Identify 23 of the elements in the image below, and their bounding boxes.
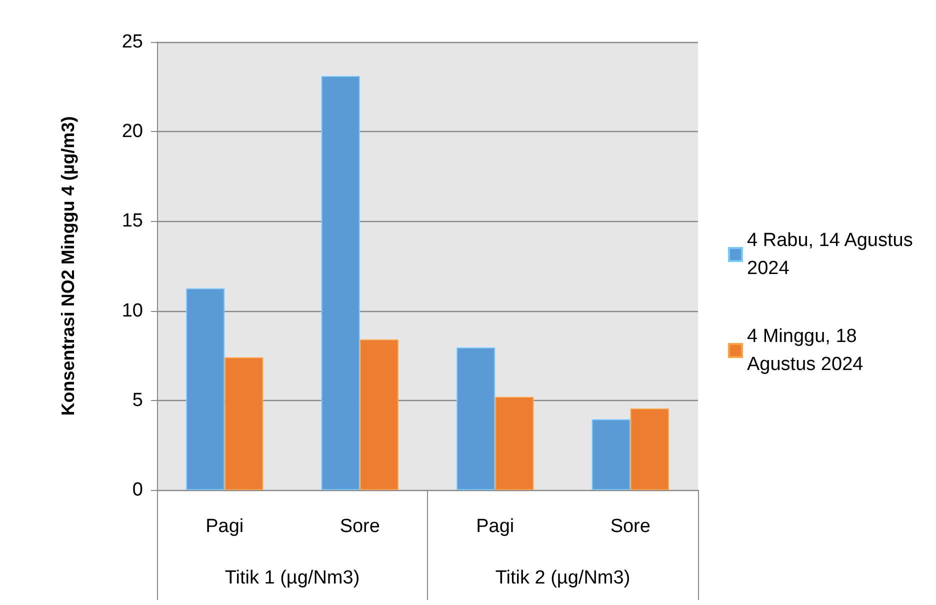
x-tick-label: Sore	[340, 516, 380, 537]
y-axis-title: Konsentrasi NO2 Minggu 4 (µg/m3)	[58, 116, 78, 416]
bar	[321, 76, 360, 490]
bar	[630, 408, 669, 490]
bar	[224, 357, 264, 490]
y-tick-label: 0	[132, 480, 143, 500]
legend-label: 4 Rabu, 14 Agustus 2024	[747, 230, 918, 279]
bar	[186, 288, 225, 490]
bar	[456, 348, 496, 490]
bar	[495, 396, 534, 490]
legend-label: 4 Minggu, 18 Agustus 2024	[747, 326, 864, 375]
x-tick-label: Sore	[610, 516, 650, 537]
y-tick-label: 10	[122, 300, 143, 322]
x-tick-label: Pagi	[476, 516, 514, 537]
y-tick-label: 5	[132, 390, 143, 411]
y-tick-label: 15	[122, 210, 143, 232]
x-tick-label: Pagi	[206, 516, 244, 537]
text: Titik 1 (µg/Nm3)	[224, 568, 360, 588]
bar	[592, 419, 630, 490]
bar	[360, 339, 398, 490]
y-tick-label: 20	[122, 121, 143, 142]
y-tick-label: 25	[122, 32, 143, 52]
text: Titik 2 (µg/Nm3)	[495, 568, 630, 588]
